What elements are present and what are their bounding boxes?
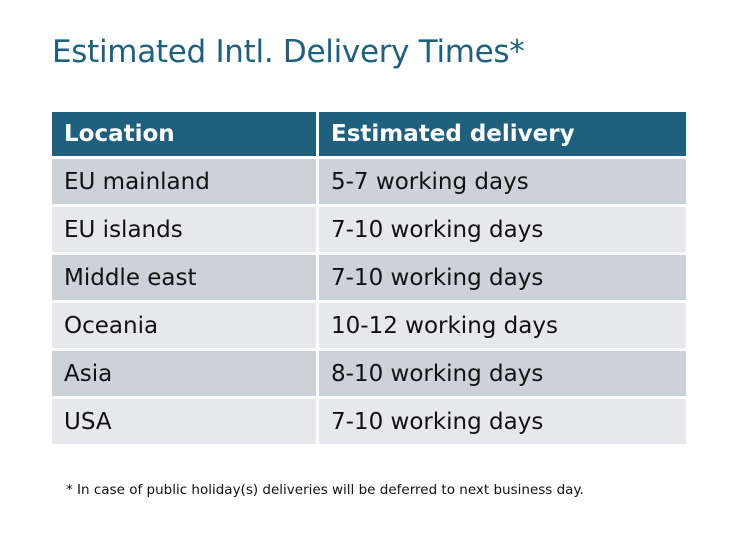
location-cell: Middle east: [52, 255, 316, 300]
delivery-cell: 8-10 working days: [319, 351, 686, 396]
table-row: USA 7-10 working days: [52, 399, 686, 444]
delivery-cell: 5-7 working days: [319, 159, 686, 204]
location-cell: Asia: [52, 351, 316, 396]
delivery-cell: 10-12 working days: [319, 303, 686, 348]
delivery-cell: 7-10 working days: [319, 399, 686, 444]
delivery-table: Location Estimated delivery EU mainland 5…: [49, 109, 689, 447]
location-cell: EU mainland: [52, 159, 316, 204]
footnote: * In case of public holiday(s) deliverie…: [66, 482, 584, 498]
location-cell: USA: [52, 399, 316, 444]
delivery-cell: 7-10 working days: [319, 207, 686, 252]
table-row: Asia 8-10 working days: [52, 351, 686, 396]
table-row: EU islands 7-10 working days: [52, 207, 686, 252]
table-row: EU mainland 5-7 working days: [52, 159, 686, 204]
delivery-cell: 7-10 working days: [319, 255, 686, 300]
location-cell: Oceania: [52, 303, 316, 348]
location-cell: EU islands: [52, 207, 316, 252]
table-row: Oceania 10-12 working days: [52, 303, 686, 348]
page-title: Estimated Intl. Delivery Times*: [52, 34, 525, 70]
table-row: Middle east 7-10 working days: [52, 255, 686, 300]
header-location: Location: [52, 112, 316, 156]
table-header-row: Location Estimated delivery: [52, 112, 686, 156]
header-estimated-delivery: Estimated delivery: [319, 112, 686, 156]
